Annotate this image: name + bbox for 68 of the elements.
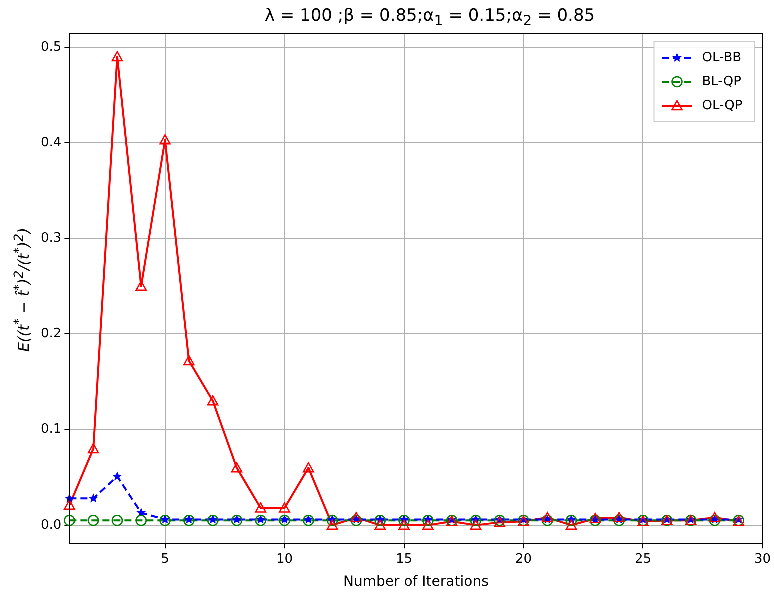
point [398, 520, 410, 530]
point [614, 515, 625, 526]
point [398, 515, 410, 526]
point [255, 515, 267, 526]
x-tick-label: 30 [754, 552, 771, 567]
x-axis-title: Number of Iterations [344, 574, 489, 590]
x-tick-label: 10 [276, 552, 294, 567]
point [422, 520, 434, 530]
point [326, 520, 338, 530]
point [542, 512, 554, 522]
y-tick-label: 0.4 [40, 135, 62, 150]
point [207, 395, 219, 406]
point [231, 462, 243, 473]
point [232, 514, 242, 524]
point [709, 515, 721, 526]
point [231, 515, 243, 526]
point [88, 443, 100, 454]
point [88, 515, 100, 526]
point [207, 515, 219, 526]
chart-title: λ = 100 ;β = 0.85;α$_{1}$ = 0.15;α$_{2}$ = 0.85 [264, 6, 596, 30]
legend-label: OL-QP [702, 98, 743, 114]
point [614, 512, 625, 522]
point [136, 515, 148, 526]
point [566, 515, 578, 526]
x-tick-label: 15 [396, 552, 413, 567]
point [112, 472, 122, 481]
point [470, 515, 482, 526]
point [256, 514, 266, 524]
point [160, 514, 170, 524]
y-tick-label: 0.5 [40, 40, 62, 55]
x-tick-label: 20 [515, 552, 532, 567]
point [88, 494, 98, 503]
point [160, 134, 171, 145]
point [303, 515, 314, 526]
point [542, 515, 554, 526]
point [184, 515, 195, 526]
point [304, 514, 314, 524]
point [350, 515, 362, 526]
y-tick-label: 0.2 [40, 326, 62, 342]
point [184, 355, 195, 366]
point [374, 520, 386, 530]
point [160, 515, 171, 526]
point [279, 515, 290, 526]
point [255, 502, 267, 513]
y-tick-label: 0.3 [40, 230, 62, 246]
point [566, 520, 578, 530]
point [208, 514, 218, 524]
point [112, 515, 124, 526]
point [709, 512, 721, 522]
point [112, 51, 124, 62]
legend-label: BL-QP [702, 74, 742, 90]
point [280, 514, 290, 524]
point [374, 515, 386, 526]
y-tick-label: 0.0 [40, 518, 62, 533]
point [184, 514, 194, 524]
x-tick-label: 5 [161, 552, 170, 567]
x-tick-label: 25 [634, 552, 652, 567]
y-tick-label: 0.1 [40, 422, 62, 438]
point [422, 515, 434, 526]
point [279, 502, 290, 513]
point [64, 500, 76, 510]
point [590, 515, 602, 526]
point [64, 515, 76, 526]
point [350, 512, 362, 522]
legend-label: OL-BB [702, 50, 742, 66]
point [470, 520, 482, 530]
point [303, 462, 314, 473]
point [326, 515, 338, 526]
